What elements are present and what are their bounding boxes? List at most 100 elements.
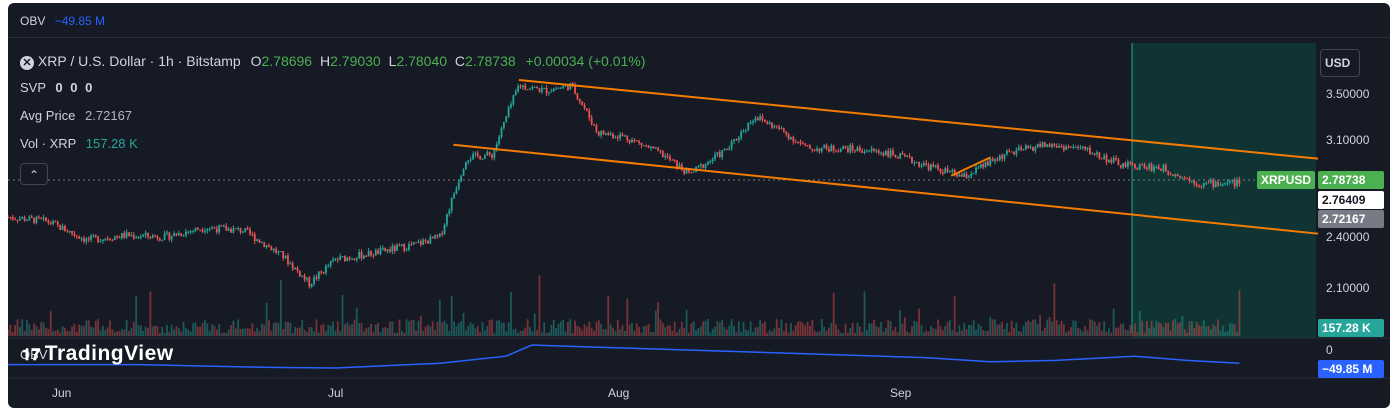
candle-body (1036, 144, 1039, 148)
channel-upper-line[interactable] (518, 78, 1319, 160)
volume-bar (1160, 323, 1163, 336)
channel-lower-line[interactable] (453, 143, 1319, 235)
candle-body (239, 228, 242, 233)
svp-indicator[interactable]: SVP 0 0 0 (20, 80, 94, 95)
volume-bar (1181, 316, 1184, 336)
volume-bar (849, 328, 852, 336)
candle-body (576, 93, 579, 100)
candle-body (1110, 159, 1113, 163)
volume-bar (23, 330, 26, 336)
candle-body (1205, 182, 1208, 184)
avg-price-indicator[interactable]: Avg Price 2.72167 (20, 108, 132, 123)
channel-lines[interactable] (453, 78, 1319, 235)
candle-body (85, 238, 88, 242)
candle-body (1077, 146, 1079, 148)
candle-body (756, 118, 759, 121)
candle-body (427, 241, 429, 244)
volume-bar (1034, 319, 1037, 336)
candle-body (1179, 176, 1181, 178)
volume-bar (533, 313, 536, 336)
volume-bar (1067, 330, 1070, 336)
volume-bar (626, 298, 629, 336)
candle-body (877, 150, 880, 153)
tradingview-logo-icon: 𝟏𝟕 (22, 347, 41, 364)
candle-body (472, 154, 474, 160)
candle-body (168, 232, 171, 240)
volume-bar (892, 330, 894, 336)
volume-bar (453, 321, 455, 336)
candle-body (628, 139, 631, 143)
candle-body (809, 145, 811, 149)
volume-bar (431, 321, 434, 336)
volume-bar (941, 330, 944, 336)
candle-body (673, 159, 676, 161)
candle-body (868, 150, 871, 152)
avg-price-value: 2.72167 (85, 108, 133, 123)
candle-body (709, 161, 712, 163)
volume-bar (597, 320, 600, 336)
volume-bar (59, 332, 62, 336)
candle-body (139, 236, 142, 238)
candle-body (33, 217, 35, 223)
candle-body (716, 152, 719, 155)
candles (8, 81, 1241, 289)
candle-body (752, 120, 754, 123)
volume-bar (1238, 290, 1241, 336)
volume-bar (398, 319, 401, 336)
candle-body (884, 150, 887, 156)
volume-bar (963, 323, 966, 336)
candle-body (600, 130, 603, 136)
candle-body (144, 232, 147, 236)
candle-body (835, 150, 837, 152)
volume-bar (1164, 322, 1167, 336)
candle-body (733, 139, 735, 142)
candle-body (99, 240, 102, 243)
chevron-up-icon: ⌃ (28, 168, 40, 182)
candle-body (728, 148, 731, 151)
candle-body (612, 133, 614, 138)
volume-bar (583, 324, 586, 336)
volume-bar (932, 328, 935, 336)
volume-bar (536, 330, 538, 336)
candle-body (154, 235, 157, 237)
price-chart[interactable] (8, 3, 1390, 408)
volume-bar (213, 325, 216, 336)
candle-body (116, 236, 119, 238)
candle-body (405, 249, 408, 251)
trend-segment-line[interactable] (950, 156, 991, 177)
volume-bar (612, 327, 614, 336)
volume-bar (514, 328, 517, 336)
volume-bar (1015, 322, 1018, 336)
candle-body (837, 151, 840, 153)
candle-body (972, 172, 975, 174)
volume-bar (645, 325, 648, 336)
candle-body (61, 225, 64, 230)
close-icon[interactable]: ✕ (20, 56, 34, 70)
candle-body (778, 126, 781, 130)
symbol-title[interactable]: XRP / U.S. Dollar · 1h · Bitstamp (37, 53, 241, 69)
candle-body (232, 228, 235, 233)
candle-body (97, 236, 100, 243)
candle-body (1051, 144, 1053, 147)
collapse-indicators-button[interactable]: ⌃ (20, 163, 48, 185)
candle-body (1160, 169, 1163, 171)
candle-body (939, 168, 942, 173)
candle-body (571, 83, 574, 85)
candle-body (481, 158, 484, 160)
volume-bar (994, 319, 996, 336)
volume-bar (908, 332, 911, 336)
currency-button[interactable]: USD (1320, 49, 1360, 77)
candle-body (474, 152, 477, 155)
candle-body (158, 238, 161, 241)
candle-body (166, 232, 168, 234)
candle-body (581, 101, 584, 105)
volume-bar (965, 328, 968, 336)
volume-bar (1060, 320, 1063, 336)
volume-bar (896, 332, 899, 336)
candle-body (892, 150, 894, 155)
candle-body (949, 171, 951, 173)
volume-bar (474, 328, 477, 336)
volume-indicator[interactable]: Vol · XRP 157.28 K (20, 136, 138, 151)
candle-body (635, 140, 638, 142)
candle-body (156, 236, 159, 239)
